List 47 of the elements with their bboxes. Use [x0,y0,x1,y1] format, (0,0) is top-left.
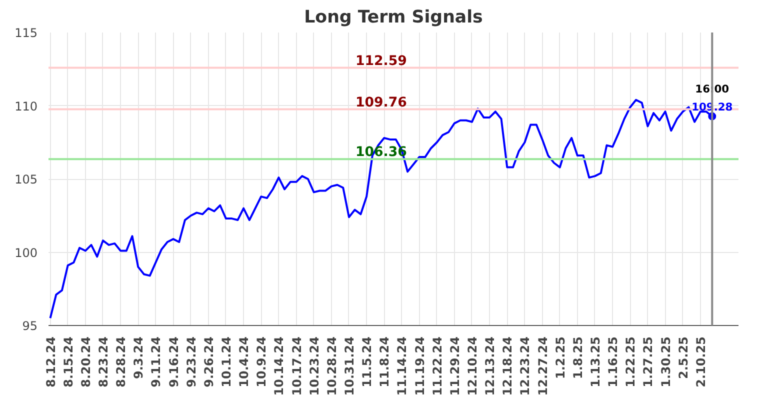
x-tick-label: 8.15.24 [61,336,76,388]
x-tick-label: 12.13.24 [483,336,498,396]
x-tick-label: 9.16.24 [166,336,181,388]
x-tick-label: 8.28.24 [114,336,128,388]
x-tick-label: 11.19.24 [412,336,427,396]
x-tick-label: 1.8.25 [570,336,585,380]
x-tick-label: 8.23.24 [96,336,110,388]
x-tick-label: 8.12.24 [44,336,58,388]
x-tick-label: 11.14.24 [395,336,410,396]
annotation: 16:00 [695,82,730,96]
x-tick-label: 10.1.24 [219,336,234,388]
y-tick-label: 95 [22,319,38,333]
x-tick-label: 1.2.25 [553,336,568,380]
x-tick-label: 1.16.25 [606,336,620,388]
y-tick-label: 115 [14,26,38,40]
x-tick-label: 1.30.25 [658,336,673,388]
x-tick-label: 10.23.24 [307,336,322,396]
x-tick-label: 10.9.24 [254,336,269,388]
x-tick-label: 1.27.25 [641,336,656,388]
x-tick-label: 10.4.24 [237,336,252,388]
x-tick-label: 11.5.24 [360,336,374,388]
x-tick-label: 2.5.25 [676,336,690,380]
x-tick-label: 1.13.25 [588,336,602,388]
x-tick-label: 12.27.24 [536,336,550,396]
y-tick-label: 110 [14,99,38,114]
x-tick-label: 9.3.24 [132,336,146,380]
x-tick-label: 10.14.24 [272,336,286,396]
chart-title: Long Term Signals [304,8,483,28]
x-tick-label: 12.23.24 [518,336,532,396]
x-tick-label: 12.18.24 [500,336,515,396]
x-tick-label: 9.26.24 [202,336,216,388]
ref-line-label: 109.76 [355,95,407,110]
x-tick-label: 11.29.24 [448,336,462,396]
x-tick-label: 10.31.24 [342,336,356,396]
ref-line-label: 112.59 [355,54,407,69]
y-tick-label: 105 [14,172,38,186]
x-tick-label: 11.22.24 [430,336,444,396]
x-tick-label: 9.11.24 [149,336,164,388]
x-tick-label: 9.23.24 [184,336,198,388]
x-tick-label: 11.8.24 [378,336,392,388]
x-tick-label: 2.10.25 [694,336,708,388]
x-tick-label: 1.22.25 [624,336,638,388]
x-tick-label: 8.20.24 [78,336,93,388]
x-tick-label: 10.28.24 [324,336,339,396]
y-tick-label: 100 [14,246,38,260]
x-tick-label: 12.10.24 [465,336,480,396]
x-tick-label: 10.17.24 [290,336,304,396]
